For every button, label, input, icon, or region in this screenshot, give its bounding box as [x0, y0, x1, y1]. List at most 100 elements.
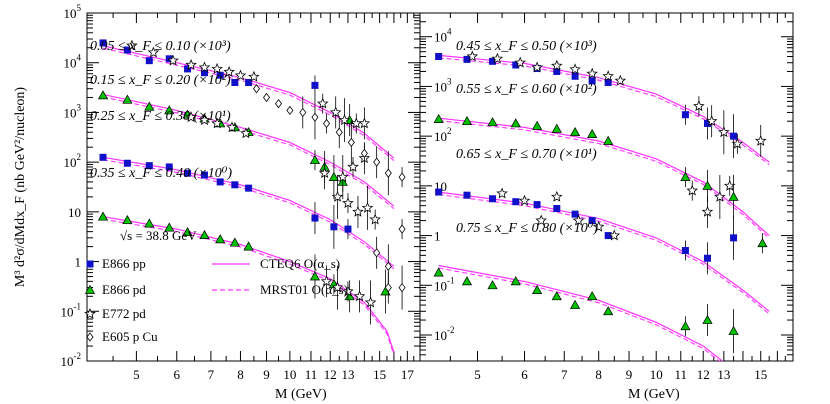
x-tick-label: 10: [650, 367, 663, 382]
e866-pd-point: [309, 154, 321, 164]
y-tick-label: 1: [434, 229, 441, 244]
e772-pd-point: [320, 275, 333, 287]
x-tick-label: 7: [208, 367, 215, 382]
e866-pp-point: [588, 217, 596, 225]
e866-pd-point: [728, 325, 739, 335]
e772-pd-point: [240, 127, 252, 139]
legend-square-marker: [86, 260, 94, 268]
e866-pp-point: [245, 184, 253, 192]
x-tick-label: 11: [675, 367, 688, 382]
x-tick-label: 11: [305, 367, 318, 382]
e866-pp-point: [730, 234, 738, 242]
x-tick-label: 9: [626, 367, 633, 382]
e866-pd-point: [569, 126, 581, 137]
e866-pd-point: [344, 291, 355, 301]
e866-pd-point: [532, 120, 543, 130]
e866-pp-point: [123, 46, 131, 54]
e772-pd-point: [336, 171, 349, 183]
mrst01-curve: [102, 47, 395, 162]
mrst01-curve: [438, 194, 770, 315]
e772-pd-point: [331, 190, 344, 202]
e772-pd-point: [347, 160, 359, 172]
e605-p-cu-point: [263, 92, 271, 103]
e866-pd-point: [461, 115, 473, 126]
e772-pd-point: [361, 201, 374, 213]
e605-p-cu-point: [373, 248, 381, 258]
x-tick-label: 6: [174, 367, 181, 382]
e772-pd-point: [352, 205, 364, 217]
e772-pd-point: [614, 74, 627, 86]
legend-entry: MRST01 O(α_s): [260, 282, 348, 297]
x-tick-label: 13: [717, 367, 730, 382]
legend-entry: E866 pd: [102, 282, 146, 297]
e772-pd-point: [338, 114, 351, 126]
e605-p-cu-point: [384, 282, 392, 293]
xf-bin-label: 0.35 ≤ x_F ≤ 0.40 (×10⁰): [90, 166, 232, 181]
e866-pp-point: [604, 232, 612, 240]
e772-pd-point: [731, 137, 744, 149]
x-tick-label: 5: [133, 367, 140, 382]
x-tick-label: 13: [341, 367, 354, 382]
e772-pd-point: [185, 111, 197, 123]
e866-pd-point: [487, 280, 498, 290]
e866-pd-point: [757, 238, 768, 248]
e866-pd-point: [680, 321, 691, 331]
e772-pd-point: [754, 134, 767, 146]
legend-diamond-marker: [86, 332, 94, 342]
e866-pp-point: [435, 188, 443, 196]
e866-pd-point: [164, 105, 175, 115]
y-tick-label: 10-1: [434, 275, 455, 293]
e605-p-cu-point: [286, 105, 294, 116]
e866-pp-point: [703, 119, 711, 127]
legend-triangle-marker: [84, 284, 96, 294]
e605-p-cu-point: [335, 127, 343, 137]
e866-pd-point: [487, 117, 498, 127]
e866-pp-point: [489, 57, 497, 65]
cteq6-curve: [438, 117, 770, 237]
x-tick-label: 12: [697, 367, 710, 382]
e866-pp-point: [571, 72, 579, 80]
e866-pd-point: [702, 180, 713, 190]
e866-pp-point: [184, 169, 192, 177]
e866-pd-point: [182, 226, 193, 237]
e866-pp-point: [231, 181, 239, 189]
e866-pp-point: [533, 201, 541, 209]
y-tick-label: 10-2: [434, 325, 455, 343]
e772-pd-point: [342, 197, 354, 208]
y-tick-label: 103: [434, 76, 452, 94]
xf-bin-label: 0.75 ≤ x_F ≤ 0.80 (×10⁰): [456, 221, 598, 236]
e866-pp-point: [216, 71, 224, 79]
e772-pd-point: [147, 46, 160, 58]
sqrt-s-label: √s = 38.8 GeV: [120, 228, 197, 243]
e866-pd-point: [122, 214, 133, 225]
e866-pd-point: [97, 211, 109, 221]
e772-pd-point: [358, 117, 371, 129]
e866-pp-point: [330, 223, 338, 231]
xf-bin-label: 0.25 ≤ x_F ≤ 0.30 (×10¹): [90, 109, 231, 124]
e866-pp-point: [489, 195, 497, 203]
e772-pd-point: [167, 54, 179, 66]
e772-pd-point: [718, 126, 730, 138]
e772-pd-point: [318, 167, 331, 179]
e772-pd-point: [342, 285, 354, 297]
y-axis-title: M³ d²σ/dMdx_F (nb GeV²/nucleon): [13, 87, 28, 288]
e866-pp-point: [200, 171, 208, 179]
x-tick-label: 10: [283, 367, 296, 382]
e605-p-cu-point: [398, 172, 406, 182]
e866-pd-point: [164, 222, 175, 232]
cteq6-curve: [438, 54, 770, 163]
e605-p-cu-point: [398, 282, 406, 293]
e866-pp-point: [145, 57, 153, 65]
e866-pd-point: [309, 271, 321, 281]
legend-entry: E866 pp: [102, 256, 146, 271]
e866-pp-point: [311, 214, 319, 222]
legend-entry: E605 p Cu: [102, 329, 158, 344]
e772-pd-point: [550, 59, 563, 71]
legend-entry: E772 pd: [102, 306, 146, 321]
e866-pp-point: [145, 162, 153, 170]
x-tick-label: 15: [754, 367, 767, 382]
e866-pd-point: [587, 291, 598, 301]
e605-p-cu-point: [398, 224, 406, 234]
e866-pp-point: [463, 55, 471, 63]
